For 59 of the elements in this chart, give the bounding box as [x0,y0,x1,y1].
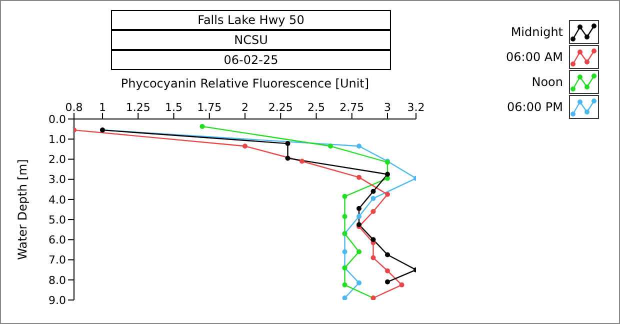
chart-title: Falls Lake Hwy 50 [196,12,306,29]
x-tick-label: 1.5 [165,101,182,114]
x-tick-label: 3.2 [407,101,425,114]
y-tick-label: 4.0 [48,193,66,206]
point [342,282,348,288]
x-axis-title: Phycocyanin Relative Fluorescence [Unit] [120,76,370,91]
point [342,214,348,220]
point [356,144,362,149]
point [328,144,333,149]
y-tick-label: 0.0 [48,112,66,126]
point [342,194,348,199]
x-tick-label: 2.5 [308,101,325,114]
x-tick-label: 2.25 [268,101,293,114]
point [399,282,404,288]
y-tick-label: 9.0 [48,294,66,307]
text: 06-02-25 [112,49,390,69]
chart-subtitle: NCSU [112,29,390,49]
y-tick-label: 1.0 [48,133,66,146]
y-tick-label: 7.0 [48,254,66,267]
point [385,268,390,274]
x-tick-label: 3 [384,101,391,114]
point [342,249,348,254]
legend-label: 06:00 PM [506,100,563,114]
point [370,188,376,194]
point [385,176,390,181]
y-tick-label: 3.0 [48,173,66,186]
point [242,144,248,149]
point [370,255,376,260]
y-axis-title: Water Depth [m] [15,159,30,260]
y-tick-label: 2.0 [48,153,66,166]
point [342,295,348,300]
x-tick-label: 2 [242,101,248,114]
point [385,279,390,284]
x-tick-label: 1.25 [126,101,150,114]
legend-label: 06:00 AM [505,50,563,64]
y-tick-label: 8.0 [48,274,66,287]
y-tick-label: 6.0 [48,234,66,247]
point [385,172,390,177]
point [385,192,390,197]
x-tick-label: 0.8 [65,101,83,114]
point [370,196,376,201]
point [370,237,376,242]
point [200,124,205,129]
point [385,252,390,258]
point [356,280,362,286]
point [356,214,362,220]
point [356,174,362,180]
x-tick-label: 1.75 [197,101,222,114]
point [370,209,376,214]
point [356,206,362,211]
legend-label: Noon [530,74,563,88]
x-tick-label: 1 [99,101,106,114]
legend-label: Midnight [510,24,563,38]
y-tick-label: 5.0 [48,213,66,226]
point [356,249,362,254]
point [285,141,290,146]
point [300,158,304,164]
point [285,156,290,161]
x-tick-label: 2.75 [340,101,364,114]
